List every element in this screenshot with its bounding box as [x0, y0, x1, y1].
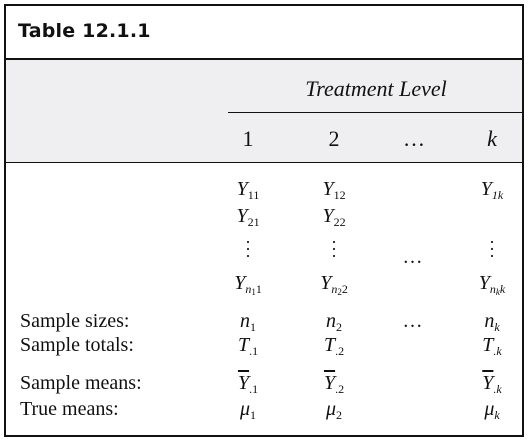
cell-y1k: Y1k: [480, 178, 504, 202]
row-label-sample-sizes: Sample sizes:: [20, 310, 130, 332]
vdots-colk: · · ·: [489, 232, 495, 266]
row-label-sample-totals: Sample totals:: [20, 334, 134, 356]
cell-yn2: Yn22: [320, 272, 348, 297]
row-label-true-means: True means:: [20, 398, 119, 420]
vdots-col2: · · ·: [331, 232, 337, 266]
table-title: Table 12.1.1: [18, 20, 151, 42]
cell-y12: Y12: [322, 178, 346, 202]
column-header-2: 2: [328, 126, 340, 151]
row-label-sample-means: Sample means:: [20, 372, 142, 394]
cell-y11: Y11: [236, 178, 260, 202]
cell-tk: T.k: [482, 334, 502, 358]
cell-nk: nk: [484, 310, 500, 334]
cell-yn1: Yn11: [234, 272, 262, 297]
header-rule: [228, 112, 522, 113]
cell-ybar2: Y.2: [323, 372, 345, 396]
cell-n2: n2: [326, 310, 342, 334]
vdots-col1: · · ·: [245, 232, 251, 266]
cell-t2: T.2: [323, 334, 345, 358]
cell-muk: μk: [484, 398, 500, 422]
column-header-ellipsis: …: [403, 126, 425, 151]
cell-ynk: Ynkk: [478, 272, 506, 297]
cell-mu2: μ2: [325, 398, 343, 422]
hdots-sample-sizes: …: [402, 310, 426, 332]
cell-n1: n1: [240, 310, 256, 334]
hdots-observations: …: [402, 246, 426, 268]
column-header-band: Treatment Level 1 2 … k: [6, 60, 522, 163]
table-frame: Table 12.1.1 Treatment Level 1 2 … k Y11…: [4, 4, 524, 437]
cell-y22: Y22: [322, 205, 346, 229]
group-header: Treatment Level: [305, 76, 447, 101]
cell-ybark: Y.k: [482, 372, 502, 396]
cell-y21: Y21: [236, 205, 260, 229]
cell-mu1: μ1: [239, 398, 257, 422]
column-header-k: k: [487, 126, 497, 151]
title-bar: Table 12.1.1: [6, 6, 522, 60]
cell-t1: T.1: [237, 334, 259, 358]
column-header-1: 1: [242, 126, 254, 151]
cell-ybar1: Y.1: [237, 372, 259, 396]
